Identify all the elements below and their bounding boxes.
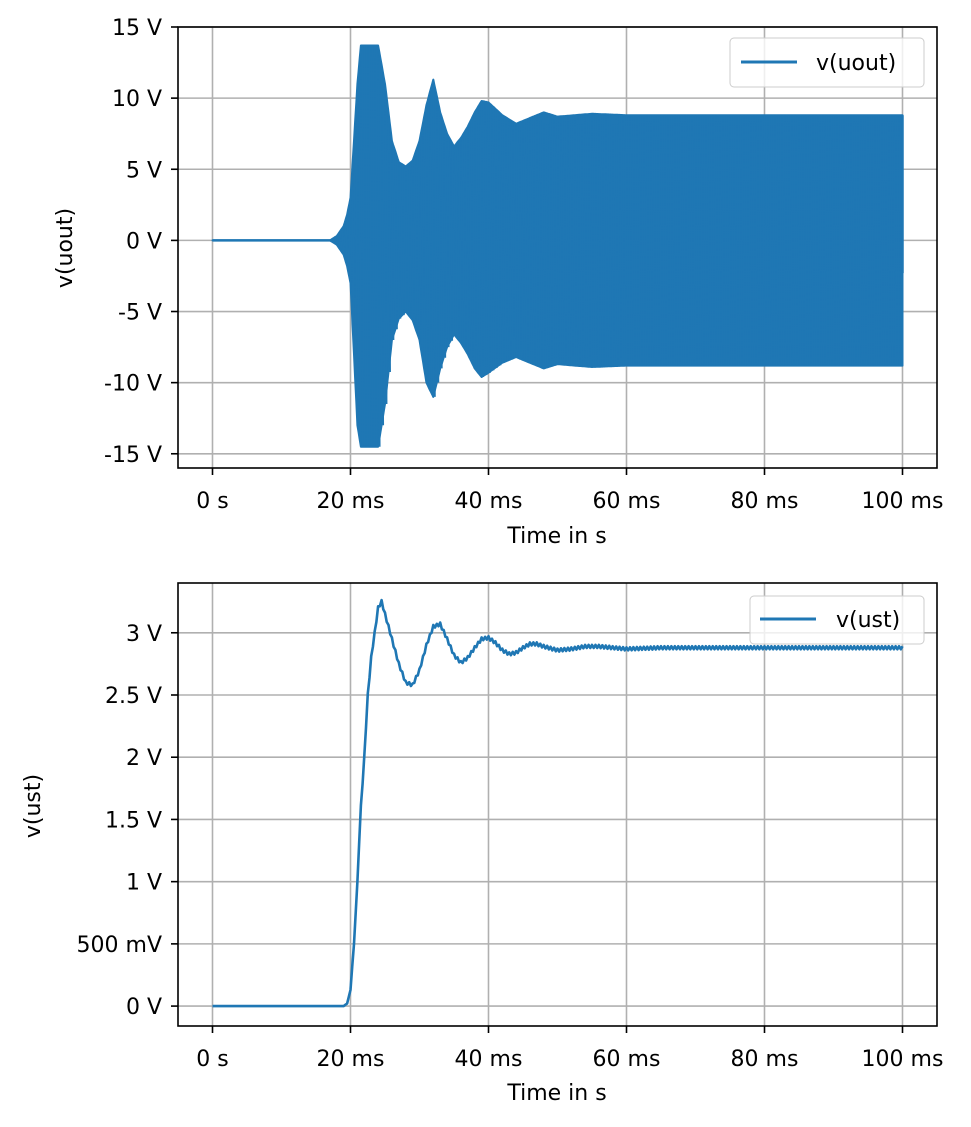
uout-ticks: 0 s 20 ms 40 ms 60 ms 80 ms 100 ms 15 V 10 V 5 V… [104, 16, 943, 514]
ust-y-tick-label: 0 V [126, 995, 162, 1020]
ust-x-axis-label: Time in s [506, 1081, 606, 1106]
uout-x-tick-label: 20 ms [317, 489, 385, 514]
ust-series-line [212, 598, 904, 1008]
uout-plot-area [211, 44, 904, 448]
ust-legend: v(ust) [749, 595, 925, 645]
uout-y-tick-label: 5 V [126, 158, 162, 183]
ust-legend-label: v(ust) [836, 608, 900, 633]
uout-x-tick-label: 40 ms [455, 489, 523, 514]
ust-x-tick-label: 60 ms [593, 1047, 661, 1072]
uout-y-tick-label: 10 V [112, 87, 162, 112]
uout-y-tick-label: 15 V [112, 16, 162, 41]
ust-y-tick-label: 1.5 V [105, 808, 162, 833]
ust-subplot: 0 s 20 ms 40 ms 60 ms 80 ms 100 ms 3 V 2.5 V 2 V… [21, 582, 944, 1106]
uout-subplot: 0 s 20 ms 40 ms 60 ms 80 ms 100 ms 15 V 10 V 5 V… [53, 16, 943, 549]
uout-series-line [211, 44, 904, 448]
ust-x-tick-label: 80 ms [731, 1047, 799, 1072]
ust-x-tick-label: 20 ms [317, 1047, 385, 1072]
ust-y-tick-label: 500 mV [77, 933, 162, 958]
ust-x-tick-label: 0 s [196, 1047, 228, 1072]
uout-x-tick-label: 100 ms [862, 489, 944, 514]
ust-plot-area [212, 598, 904, 1008]
uout-legend-box [729, 37, 925, 88]
uout-y-axis-label: v(uout) [53, 208, 78, 288]
ust-legend-box [749, 595, 925, 645]
uout-y-tick-label: -15 V [104, 443, 162, 468]
ust-y-tick-label: 3 V [126, 622, 162, 647]
uout-y-tick-label: -10 V [104, 372, 162, 397]
uout-x-axis-label: Time in s [506, 524, 606, 549]
ust-y-tick-label: 2.5 V [105, 684, 162, 709]
uout-x-tick-label: 0 s [196, 489, 228, 514]
ust-y-tick-label: 1 V [126, 871, 162, 896]
uout-legend: v(uout) [729, 37, 925, 88]
uout-legend-label: v(uout) [816, 51, 896, 76]
uout-y-tick-label: 0 V [126, 229, 162, 254]
ust-x-tick-label: 40 ms [455, 1047, 523, 1072]
ust-axes-frame [177, 582, 938, 1027]
uout-x-tick-label: 80 ms [731, 489, 799, 514]
uout-axes-frame [177, 26, 938, 469]
ust-y-tick-label: 2 V [126, 746, 162, 771]
uout-y-tick-label: -5 V [118, 301, 162, 326]
ust-ticks: 0 s 20 ms 40 ms 60 ms 80 ms 100 ms 3 V 2.5 V 2 V… [77, 622, 944, 1072]
uout-x-tick-label: 60 ms [593, 489, 661, 514]
ust-x-tick-label: 100 ms [862, 1047, 944, 1072]
ust-y-axis-label: v(ust) [21, 774, 46, 838]
